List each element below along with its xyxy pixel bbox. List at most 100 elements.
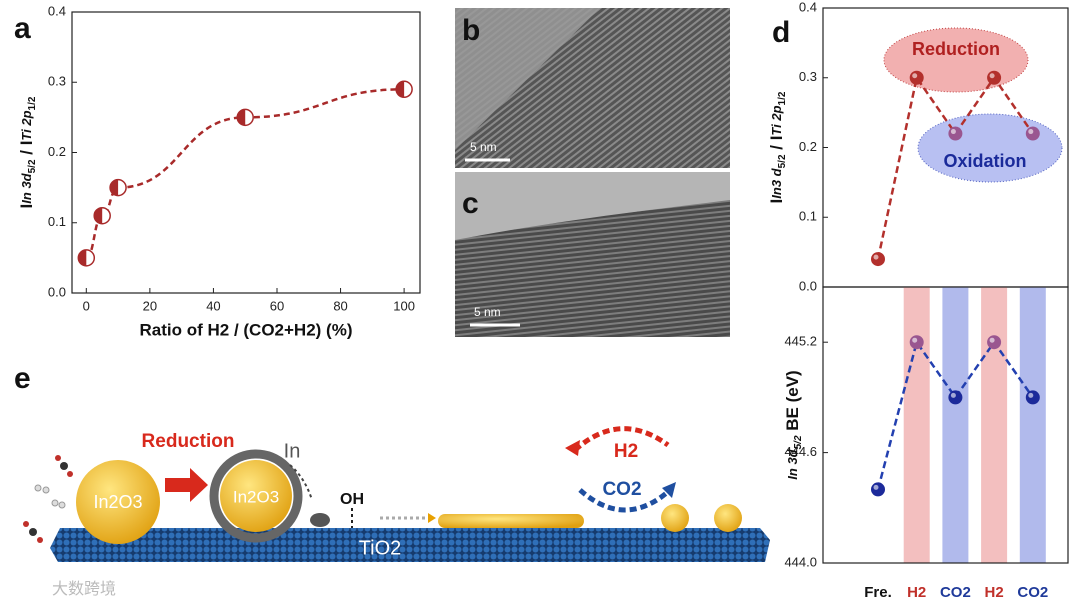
marker-shine <box>950 129 956 135</box>
y-tick-label: 0.4 <box>799 0 817 14</box>
x-tick-label: 80 <box>333 298 347 313</box>
x-axis-label: Ratio of H2 / (CO2+H2) (%) <box>140 320 353 339</box>
marker-shine <box>989 337 995 343</box>
y-label-part: Ti 2p <box>769 105 784 135</box>
condition-band <box>903 287 930 563</box>
marker-body <box>871 252 885 267</box>
y-tick-label: 0.1 <box>48 214 66 229</box>
marker <box>909 70 924 85</box>
x-tick-label: H2 <box>907 584 926 601</box>
panel-label: e <box>14 362 31 395</box>
charts: 0.0 0.1 0.2 0.3 0.4 0 20 40 60 80 100 Ratio of H2 /… <box>17 0 1069 601</box>
marker-half <box>78 249 87 266</box>
y-tick-label: 0.1 <box>799 209 817 224</box>
gas-molecules <box>23 455 73 543</box>
y-label-part: 5/2 <box>27 159 38 173</box>
y-label-part: / I <box>17 141 36 160</box>
marker-body <box>909 70 924 85</box>
marker-shine <box>912 337 918 343</box>
marker <box>1025 390 1040 405</box>
in-cluster <box>714 504 742 532</box>
x-tick-label: 0 <box>83 298 90 313</box>
x-tick-label: 20 <box>143 298 157 313</box>
arrow <box>165 468 208 502</box>
marker-half <box>94 207 103 224</box>
arrow <box>289 464 313 501</box>
arrow <box>428 513 436 523</box>
y-tick-label: 0.0 <box>48 284 66 299</box>
marker <box>395 80 413 99</box>
marker-shine <box>1028 392 1034 398</box>
label: Reduction <box>142 431 235 452</box>
shell <box>209 449 303 543</box>
y-tick-label: 0.2 <box>48 144 66 159</box>
marker-body <box>909 335 924 350</box>
plot-frame <box>71 11 421 294</box>
y-tick-label: 0.2 <box>799 139 817 154</box>
marker-shine <box>950 392 956 398</box>
y-tick-label: 444.0 <box>784 554 817 569</box>
annotation: Oxidation <box>943 151 1026 171</box>
arrow <box>662 482 676 498</box>
y-label-part: Ti 2p <box>19 110 34 140</box>
label: In <box>284 440 301 462</box>
marker-body <box>1025 390 1040 405</box>
marker-half <box>396 81 405 98</box>
panel-label: b <box>462 14 480 47</box>
y-label-part: I <box>17 204 36 209</box>
y-label-part: In3 d <box>769 167 784 198</box>
panel-label: a <box>14 12 31 45</box>
marker-body <box>871 482 885 497</box>
marker-body <box>987 335 1002 350</box>
in2o3-particle <box>220 460 292 532</box>
tio2-support <box>50 528 770 562</box>
scale-label: 5 nm <box>474 305 501 319</box>
condition-band <box>1019 287 1046 563</box>
series-line <box>876 339 1034 490</box>
y-axis-label: IIn 3d5/2 / ITi 2p1/2 <box>17 96 37 208</box>
marker <box>948 390 963 405</box>
marker-half <box>237 109 246 126</box>
marker <box>77 249 96 267</box>
y-tick-label: 444.6 <box>784 444 817 459</box>
watermark: 大数跨境 <box>52 579 116 598</box>
label: H2 <box>614 441 638 462</box>
y-tick-label: 0.0 <box>799 278 817 293</box>
y-tick-label: 0.3 <box>48 74 66 89</box>
y-axis-label: IIn3 d5/2 / ITi 2p1/2 <box>767 91 787 203</box>
marker-shine <box>1028 129 1034 135</box>
in2o3-particle <box>76 460 160 544</box>
marker-shine <box>912 73 918 79</box>
in-atom <box>310 513 330 527</box>
tem-vacuum <box>455 172 730 240</box>
arrow <box>565 440 580 456</box>
x-tick-label: CO2 <box>1017 584 1048 601</box>
marker-shine <box>989 73 995 79</box>
y-label-part: I <box>767 199 786 204</box>
y-label-part: 1/2 <box>777 91 788 105</box>
y-axis-label: In 3d5/2 BE (eV) <box>783 370 803 479</box>
condition-band <box>981 287 1008 563</box>
label: In2O3 <box>93 492 142 512</box>
x-tick-label: 40 <box>206 298 220 313</box>
annotation: Reduction <box>912 39 1000 59</box>
marker <box>871 252 885 267</box>
marker-body <box>987 70 1002 85</box>
label: TiO2 <box>359 537 402 559</box>
y-label-part: In 3d <box>19 172 34 203</box>
y-tick-label: 0.4 <box>48 3 66 18</box>
condition-band <box>942 287 969 563</box>
marker-body <box>948 390 963 405</box>
label: CO2 <box>602 479 641 500</box>
marker <box>109 178 127 197</box>
marker <box>948 126 963 141</box>
in-cluster <box>661 504 689 532</box>
label: OH <box>340 491 364 508</box>
arrow <box>573 426 670 452</box>
y-tick-label: 445.2 <box>784 334 817 349</box>
marker <box>987 70 1002 85</box>
marker-body <box>948 126 963 141</box>
arrow <box>578 488 672 513</box>
y-label-part: 1/2 <box>27 96 38 110</box>
